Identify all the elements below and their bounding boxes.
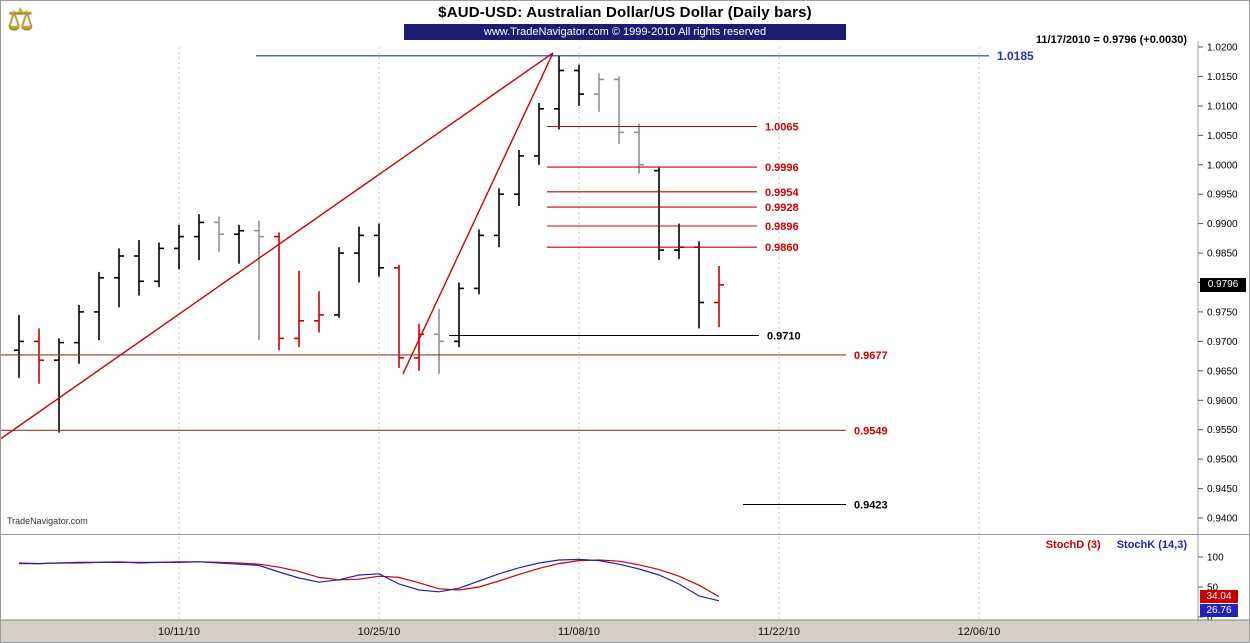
chart-title: $AUD-USD: Australian Dollar/US Dollar (D… bbox=[438, 4, 812, 21]
price-axis-tick-label: 1.0100 bbox=[1207, 101, 1238, 112]
stoch-axis-tick-label: 0 bbox=[1207, 613, 1213, 624]
date-label: 12/06/10 bbox=[958, 626, 1001, 638]
price-axis-tick-label: 1.0150 bbox=[1207, 72, 1238, 83]
price-level-label: 1.0065 bbox=[765, 122, 799, 134]
stoch-legend: StochD (3) StochK (14,3) bbox=[1046, 539, 1187, 551]
date-label: 10/11/10 bbox=[158, 626, 200, 638]
stoch-axis-tick-label: 50 bbox=[1207, 583, 1219, 594]
price-axis-tick-label: 0.9750 bbox=[1207, 307, 1238, 318]
price-level-label: 0.9423 bbox=[854, 500, 888, 512]
last-price-badge: 0.9796 bbox=[1200, 278, 1246, 292]
trade-navigator-logo-icon: ⚖ bbox=[7, 3, 34, 36]
price-axis-tick-label: 0.9450 bbox=[1207, 484, 1238, 495]
stochk-line[interactable] bbox=[18, 558, 720, 602]
price-axis-tick-label: 0.9950 bbox=[1207, 190, 1238, 201]
price-level-label: 1.0185 bbox=[997, 49, 1034, 63]
stochd-line[interactable] bbox=[19, 559, 720, 598]
stochd-value-badge: 34.04 bbox=[1200, 590, 1238, 603]
price-axis-tick-label: 0.9550 bbox=[1207, 425, 1238, 436]
price-axis-tick-label: 1.0050 bbox=[1207, 131, 1238, 142]
price-axis-tick-label: 1.0000 bbox=[1207, 160, 1238, 171]
last-quote-readout: 11/17/2010 = 0.9796 (+0.0030) bbox=[1035, 34, 1187, 46]
price-axis-tick-label: 0.9850 bbox=[1207, 249, 1238, 260]
price-axis-tick-label: 1.0200 bbox=[1207, 43, 1238, 54]
price-level-label: 0.9860 bbox=[765, 242, 799, 254]
price-level-label: 0.9549 bbox=[854, 425, 888, 437]
price-level-label: 0.9710 bbox=[767, 331, 801, 343]
price-level-label: 0.9677 bbox=[854, 350, 888, 362]
price-axis-tick-label: 0.9700 bbox=[1207, 337, 1238, 348]
copyright-text: www.TradeNavigator.com © 1999-2010 All r… bbox=[403, 24, 847, 40]
trendline[interactable] bbox=[1, 52, 554, 440]
date-label: 11/22/10 bbox=[758, 626, 800, 638]
price-axis-tick-label: 0.9400 bbox=[1207, 514, 1238, 525]
stochk-legend-label[interactable]: StochK (14,3) bbox=[1116, 539, 1187, 551]
price-level-label: 0.9954 bbox=[765, 187, 800, 199]
stochk-value-badge: 26.76 bbox=[1200, 604, 1238, 617]
date-label: 10/25/10 bbox=[358, 626, 401, 638]
price-axis-tick-label: 0.9900 bbox=[1207, 219, 1238, 230]
price-axis-tick-label: 0.9500 bbox=[1207, 455, 1238, 466]
trendline[interactable] bbox=[402, 52, 554, 375]
date-label: 11/08/10 bbox=[558, 626, 600, 638]
copyright-bar: www.TradeNavigator.com © 1999-2010 All r… bbox=[1, 22, 1249, 40]
date-axis-strip bbox=[1, 620, 1249, 642]
price-level-label: 0.9996 bbox=[765, 162, 799, 174]
price-axis-tick-label: 0.9650 bbox=[1207, 366, 1238, 377]
price-level-label: 0.9928 bbox=[765, 202, 799, 214]
stochd-legend-label[interactable]: StochD (3) bbox=[1045, 539, 1101, 551]
stoch-axis-tick-label: 100 bbox=[1207, 553, 1224, 564]
price-level-label: 0.9896 bbox=[765, 221, 799, 233]
watermark-text: TradeNavigator.com bbox=[5, 516, 90, 526]
price-axis-tick-label: 0.9600 bbox=[1207, 396, 1238, 407]
